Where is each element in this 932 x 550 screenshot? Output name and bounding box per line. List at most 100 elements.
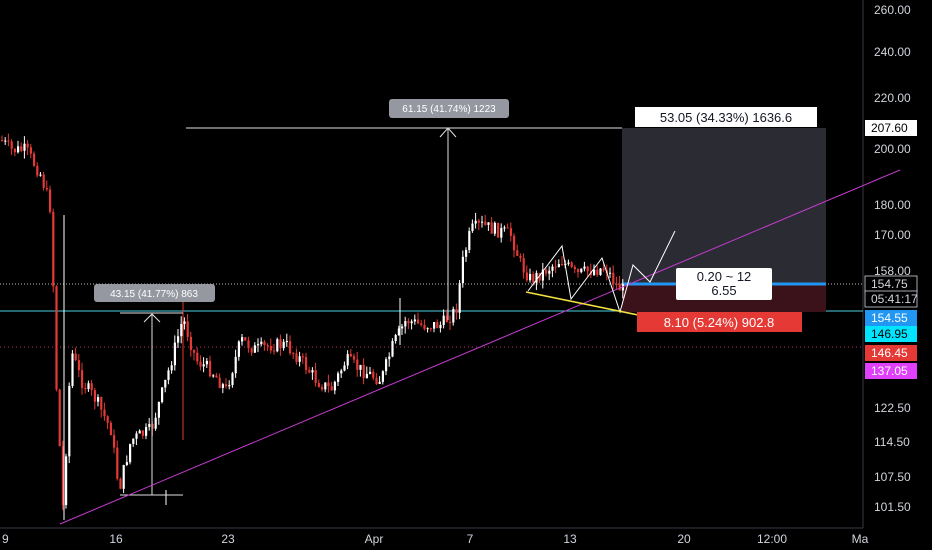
candle-body: [247, 340, 250, 349]
wedge-lower-line[interactable]: [525, 291, 644, 317]
center-info-line2: 6.55: [711, 283, 736, 298]
candle-body: [36, 165, 39, 176]
candle-body: [362, 364, 365, 379]
candle-body: [324, 382, 327, 390]
candle-body: [522, 258, 525, 273]
candle-body: [516, 250, 519, 256]
measure-tool-large[interactable]: 61.15 (41.74%) 1223: [186, 99, 622, 320]
candle-body: [13, 148, 16, 153]
candle-body: [279, 339, 282, 349]
candle-body: [404, 320, 407, 327]
candle-body: [289, 341, 292, 354]
candle-body: [410, 321, 413, 324]
candle-body: [49, 189, 52, 212]
candle-body: [391, 341, 394, 357]
price-axis[interactable]: 260.00 240.00 220.00 200.00 180.00 170.00 158.…: [874, 3, 911, 514]
price-tag-label: 137.05: [871, 364, 908, 378]
candle-body: [298, 356, 301, 362]
candle-body: [26, 143, 29, 148]
candle-body: [394, 335, 397, 342]
candle-body: [621, 284, 624, 291]
price-tick-label: 107.50: [874, 470, 911, 484]
candle-body: [317, 383, 320, 387]
candle-body: [407, 320, 410, 324]
candle-body: [545, 269, 548, 274]
candle-body: [4, 140, 7, 142]
position-profit-zone[interactable]: [622, 128, 826, 284]
candle-body: [321, 386, 324, 390]
candle-body: [612, 272, 615, 284]
time-tick-label: 9: [2, 532, 9, 546]
candle-body: [532, 273, 535, 283]
wedge-upper-pattern[interactable]: [527, 230, 676, 314]
measure-tool-small[interactable]: 43.15 (41.77%) 863: [94, 284, 215, 496]
candle-body: [52, 211, 55, 287]
candle-body: [154, 417, 157, 429]
candle-body: [497, 222, 500, 238]
candle-body: [388, 356, 391, 360]
candle-body: [308, 370, 311, 373]
candle-body: [81, 370, 84, 388]
price-tag-label: 146.45: [871, 346, 908, 360]
candle-body: [228, 385, 231, 387]
candle-body: [618, 283, 621, 291]
candle-body: [346, 354, 349, 366]
candle-body: [10, 141, 13, 149]
candle-body: [596, 269, 599, 275]
price-tick-label: 101.50: [874, 500, 911, 514]
candle-body: [170, 365, 173, 371]
price-tag-bg: [865, 345, 917, 361]
candle-body: [17, 146, 20, 153]
candle-body: [599, 268, 602, 275]
price-tick-label: 114.50: [874, 435, 910, 449]
measure-label-box: [389, 99, 509, 118]
stop-label: 8.10 (5.24%) 902.8: [664, 315, 775, 330]
candle-body: [7, 140, 10, 142]
candle-body: [305, 357, 308, 371]
price-tag: 146.45: [865, 345, 917, 361]
candle-body: [433, 321, 436, 329]
candle-body: [193, 350, 196, 353]
candle-body: [340, 370, 343, 374]
candle-body: [301, 356, 304, 358]
price-tick-label: 158.00: [874, 264, 911, 278]
candle-body: [586, 266, 589, 272]
candle-body: [55, 286, 58, 390]
candle-body: [439, 324, 442, 329]
ascending-trendline[interactable]: [59, 169, 901, 525]
time-tick-label: 20: [677, 532, 691, 546]
price-tick-label: 240.00: [874, 45, 911, 59]
candle-body: [84, 387, 87, 390]
candle-body: [71, 353, 74, 386]
candle-body: [122, 464, 125, 489]
candle-body: [330, 386, 333, 391]
time-axis[interactable]: 9 16 23 Apr 7 13 20 12:00 Ma: [2, 532, 869, 546]
candle-body: [74, 353, 77, 361]
price-tick-label: 220.00: [874, 91, 911, 105]
candle-body: [129, 444, 132, 463]
candle-body: [148, 424, 151, 428]
measure-label-text: 61.15 (41.74%) 1223: [402, 104, 496, 115]
candle-body: [167, 370, 170, 380]
candle-body: [484, 221, 487, 225]
candle-body: [45, 187, 48, 190]
candle-body: [359, 364, 362, 370]
candle-body: [365, 373, 368, 379]
candle-body: [327, 382, 330, 387]
candle-body: [141, 430, 144, 436]
price-tick-label: 180.00: [874, 198, 911, 212]
candle-body: [356, 359, 359, 370]
candle-body: [173, 342, 176, 366]
candle-body: [449, 322, 452, 324]
candle-body: [276, 339, 279, 352]
candle-body: [455, 309, 458, 313]
target-label-box: [635, 107, 817, 127]
candle-body: [161, 387, 164, 403]
price-tag-label: 146.95: [871, 327, 908, 341]
candle-body: [260, 341, 263, 345]
candle-body: [369, 371, 372, 374]
measure-arrow-head-small: [143, 313, 161, 323]
candle-body: [196, 352, 199, 362]
